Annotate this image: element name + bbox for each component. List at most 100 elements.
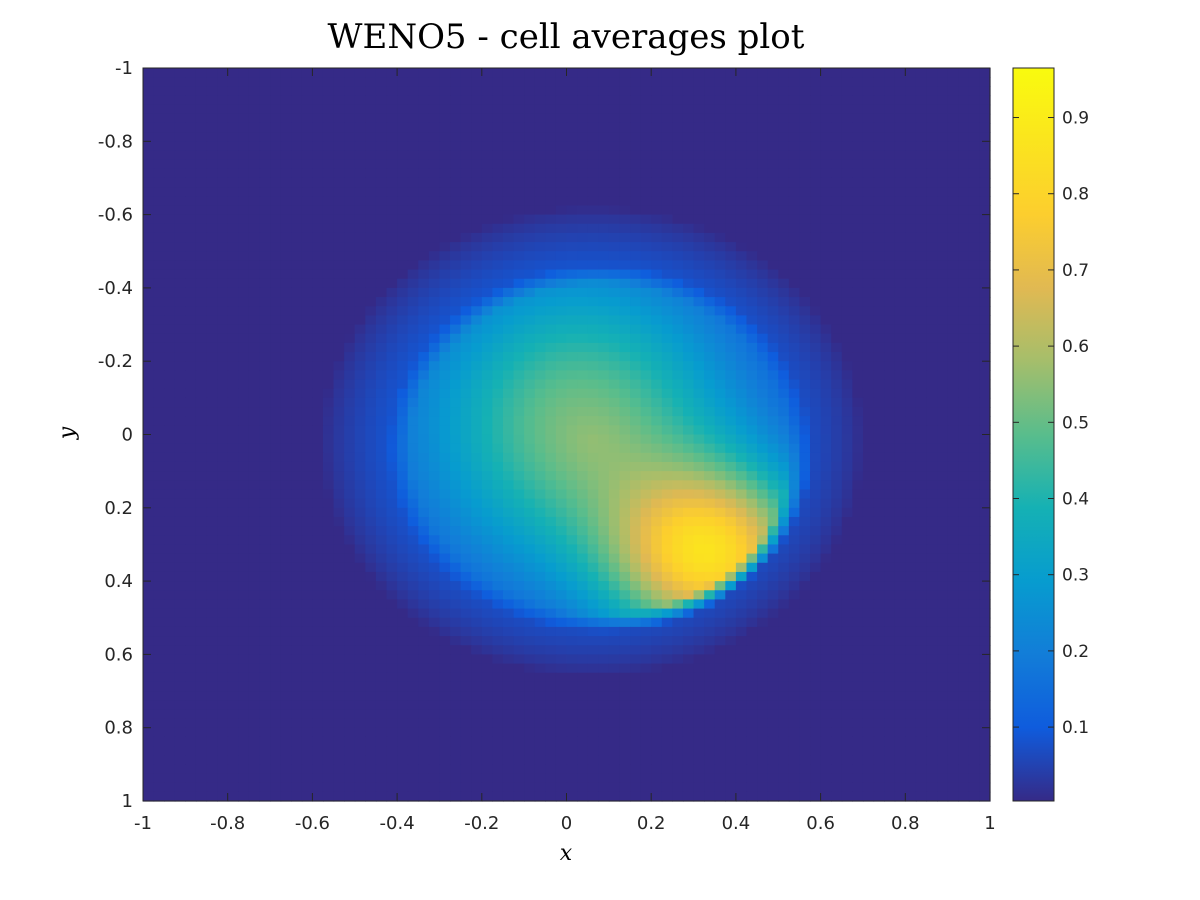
heatmap-cell [407,370,419,381]
heatmap-cell [661,223,673,234]
heatmap-cell [852,342,864,353]
heatmap-cell [195,122,208,133]
heatmap-cell [820,489,832,500]
heatmap-cell [661,122,673,133]
heatmap-cell [301,388,313,399]
heatmap-cell [905,287,917,298]
heatmap-cell [587,232,599,243]
heatmap-cell [280,232,292,243]
heatmap-cell [471,425,483,436]
heatmap-cell [810,416,822,426]
heatmap-cell [947,141,959,152]
heatmap-cell [375,214,388,225]
heatmap-cell [577,516,589,527]
heatmap-cell [174,159,186,170]
heatmap-cell [545,287,557,298]
heatmap-cell [143,608,155,619]
heatmap-cell [322,159,335,170]
heatmap-cell [248,223,261,234]
heatmap-cell [566,397,578,408]
heatmap-cell [227,461,239,472]
heatmap-cell [238,232,250,243]
heatmap-cell [227,95,239,106]
heatmap-cell [450,159,462,170]
heatmap-cell [852,333,864,344]
heatmap-cell [810,342,822,353]
heatmap-cell [502,187,515,197]
heatmap-cell [143,278,155,289]
heatmap-cell [704,205,716,216]
heatmap-cell [757,434,769,445]
heatmap-cell [312,397,324,408]
heatmap-cell [598,626,610,637]
heatmap-cell [587,370,599,381]
heatmap-cell [619,443,631,454]
heatmap-cell [450,223,462,234]
heatmap-cell [386,388,398,399]
heatmap-cell [947,278,959,289]
heatmap-cell [270,379,282,390]
heatmap-cell [439,68,451,78]
heatmap-cell [577,507,589,518]
heatmap-cell [619,269,631,280]
heatmap-cell [312,333,324,344]
heatmap-cell [682,617,695,628]
heatmap-cell [947,306,959,316]
heatmap-cell [757,562,769,573]
heatmap-cell [810,535,822,546]
heatmap-cell [248,196,261,207]
heatmap-cell [841,122,853,133]
heatmap-cell [206,205,218,216]
heatmap-cell [587,132,599,142]
heatmap-cell [185,251,197,262]
heatmap-cell [206,379,218,390]
heatmap-cell [270,251,282,262]
heatmap-cell [884,260,896,271]
heatmap-cell [270,388,282,399]
heatmap-cell [301,516,313,527]
heatmap-cell [937,315,949,326]
heatmap-cell [598,287,610,298]
heatmap-cell [428,361,441,371]
heatmap-cell [704,242,716,252]
heatmap-cell [174,150,186,161]
heatmap-cell [958,269,970,280]
heatmap-cell [248,599,261,610]
heatmap-cell [397,599,409,610]
heatmap-cell [587,397,599,408]
heatmap-cell [428,553,441,564]
heatmap-cell [841,177,853,188]
heatmap-cell [608,242,621,252]
heatmap-cell [460,150,472,161]
heatmap-cell [778,562,790,573]
heatmap-cell [534,553,546,564]
heatmap-cell [227,434,239,445]
heatmap-cell [852,77,864,87]
heatmap-cell [958,278,970,289]
heatmap-cell [862,397,875,408]
heatmap-cell [428,333,441,344]
heatmap-cell [577,434,589,445]
heatmap-cell [778,278,790,289]
heatmap-cell [386,489,398,500]
heatmap-cell [174,187,186,197]
heatmap-cell [312,452,324,463]
heatmap-cell [407,516,419,527]
heatmap-cell [862,461,875,472]
heatmap-cell [608,297,621,307]
heatmap-cell [481,232,493,243]
heatmap-cell [682,516,695,527]
heatmap-cell [312,489,324,500]
heatmap-cell [354,297,366,307]
heatmap-cell [979,214,991,225]
heatmap-cell [661,388,673,399]
heatmap-cell [810,242,822,252]
heatmap-cell [651,196,663,207]
heatmap-cell [238,636,250,646]
heatmap-cell [577,297,589,307]
heatmap-cell [862,452,875,463]
heatmap-cell [301,223,313,234]
heatmap-cell [894,278,906,289]
heatmap-cell [704,452,716,463]
heatmap-cell [164,260,176,271]
